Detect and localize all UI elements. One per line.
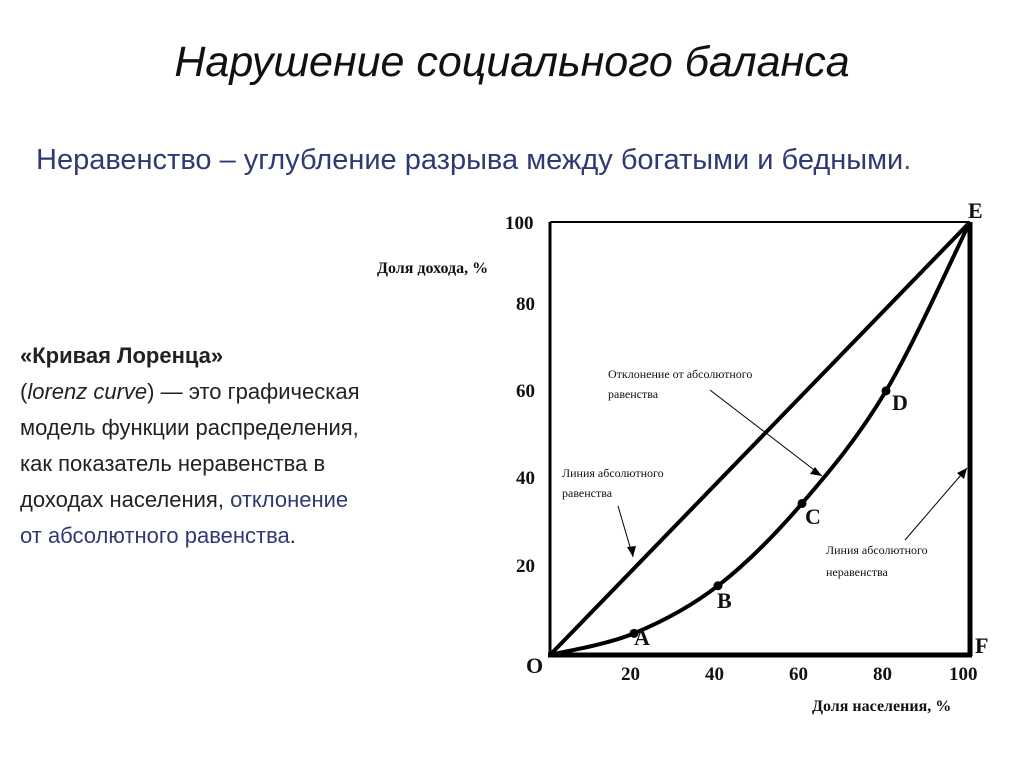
curve-point-c xyxy=(797,498,807,508)
x-tick-80: 80 xyxy=(873,664,892,685)
y-tick-100: 100 xyxy=(505,213,534,234)
point-label-c: C xyxy=(805,504,821,529)
y-tick-60: 60 xyxy=(516,381,535,402)
y-tick-40: 40 xyxy=(516,468,535,489)
description-end: . xyxy=(289,523,296,548)
note-equality-line2: равенства xyxy=(562,486,613,500)
x-tick-40: 40 xyxy=(705,664,724,685)
point-label-a: A xyxy=(634,625,650,650)
description-accent: отклонение от абсолютного равенства xyxy=(20,487,349,548)
point-label-d: D xyxy=(892,390,908,415)
slide-subtitle: Неравенство – углубление разрыва между б… xyxy=(36,138,936,182)
lorenz-description: «Кривая Лоренца» (lorenz curve) — это гра… xyxy=(20,338,370,554)
subtitle-text: Неравенство – углубление разрыва между б… xyxy=(36,144,904,176)
curve-point-a xyxy=(629,628,639,638)
x-axis-title: Доля населения, % xyxy=(812,698,951,715)
x-tick-20: 20 xyxy=(621,664,640,685)
arrow-deviation xyxy=(709,389,823,477)
note-inequality-line1: Линия абсолютного xyxy=(826,543,928,557)
slide-title: Нарушение социального баланса xyxy=(174,38,850,86)
point-label-f: F xyxy=(975,633,988,658)
note-deviation-line2: равенства xyxy=(608,387,659,401)
point-label-b: B xyxy=(717,588,732,613)
curve-point-b xyxy=(713,581,723,591)
equality-line xyxy=(548,220,972,657)
arrowhead-deviation xyxy=(810,467,822,476)
lorenz-term: «Кривая Лоренца» xyxy=(20,343,224,368)
y-axis-title: Доля дохода, % xyxy=(377,260,488,277)
arrowhead-inequality xyxy=(957,468,967,479)
arrowhead-equality xyxy=(627,546,636,557)
description-text: ) — это графическая модель функции распр… xyxy=(20,379,360,512)
curve-point-d xyxy=(881,386,891,396)
subtitle-period: . xyxy=(903,144,912,176)
y-tick-80: 80 xyxy=(516,294,535,315)
note-inequality-line2: неравенства xyxy=(826,565,888,579)
arrow-inequality xyxy=(904,467,968,541)
y-tick-20: 20 xyxy=(516,556,535,577)
point-label-o: O xyxy=(526,653,543,678)
lorenz-term-english: lorenz curve xyxy=(27,379,148,404)
point-label-e: E xyxy=(968,198,983,223)
x-tick-60: 60 xyxy=(789,664,808,685)
note-equality-line1: Линия абсолютного xyxy=(562,466,664,480)
x-tick-100: 100 xyxy=(949,664,978,685)
note-deviation-line1: Отклонение от абсолютного xyxy=(608,367,752,381)
paren-open: ( xyxy=(20,379,28,404)
